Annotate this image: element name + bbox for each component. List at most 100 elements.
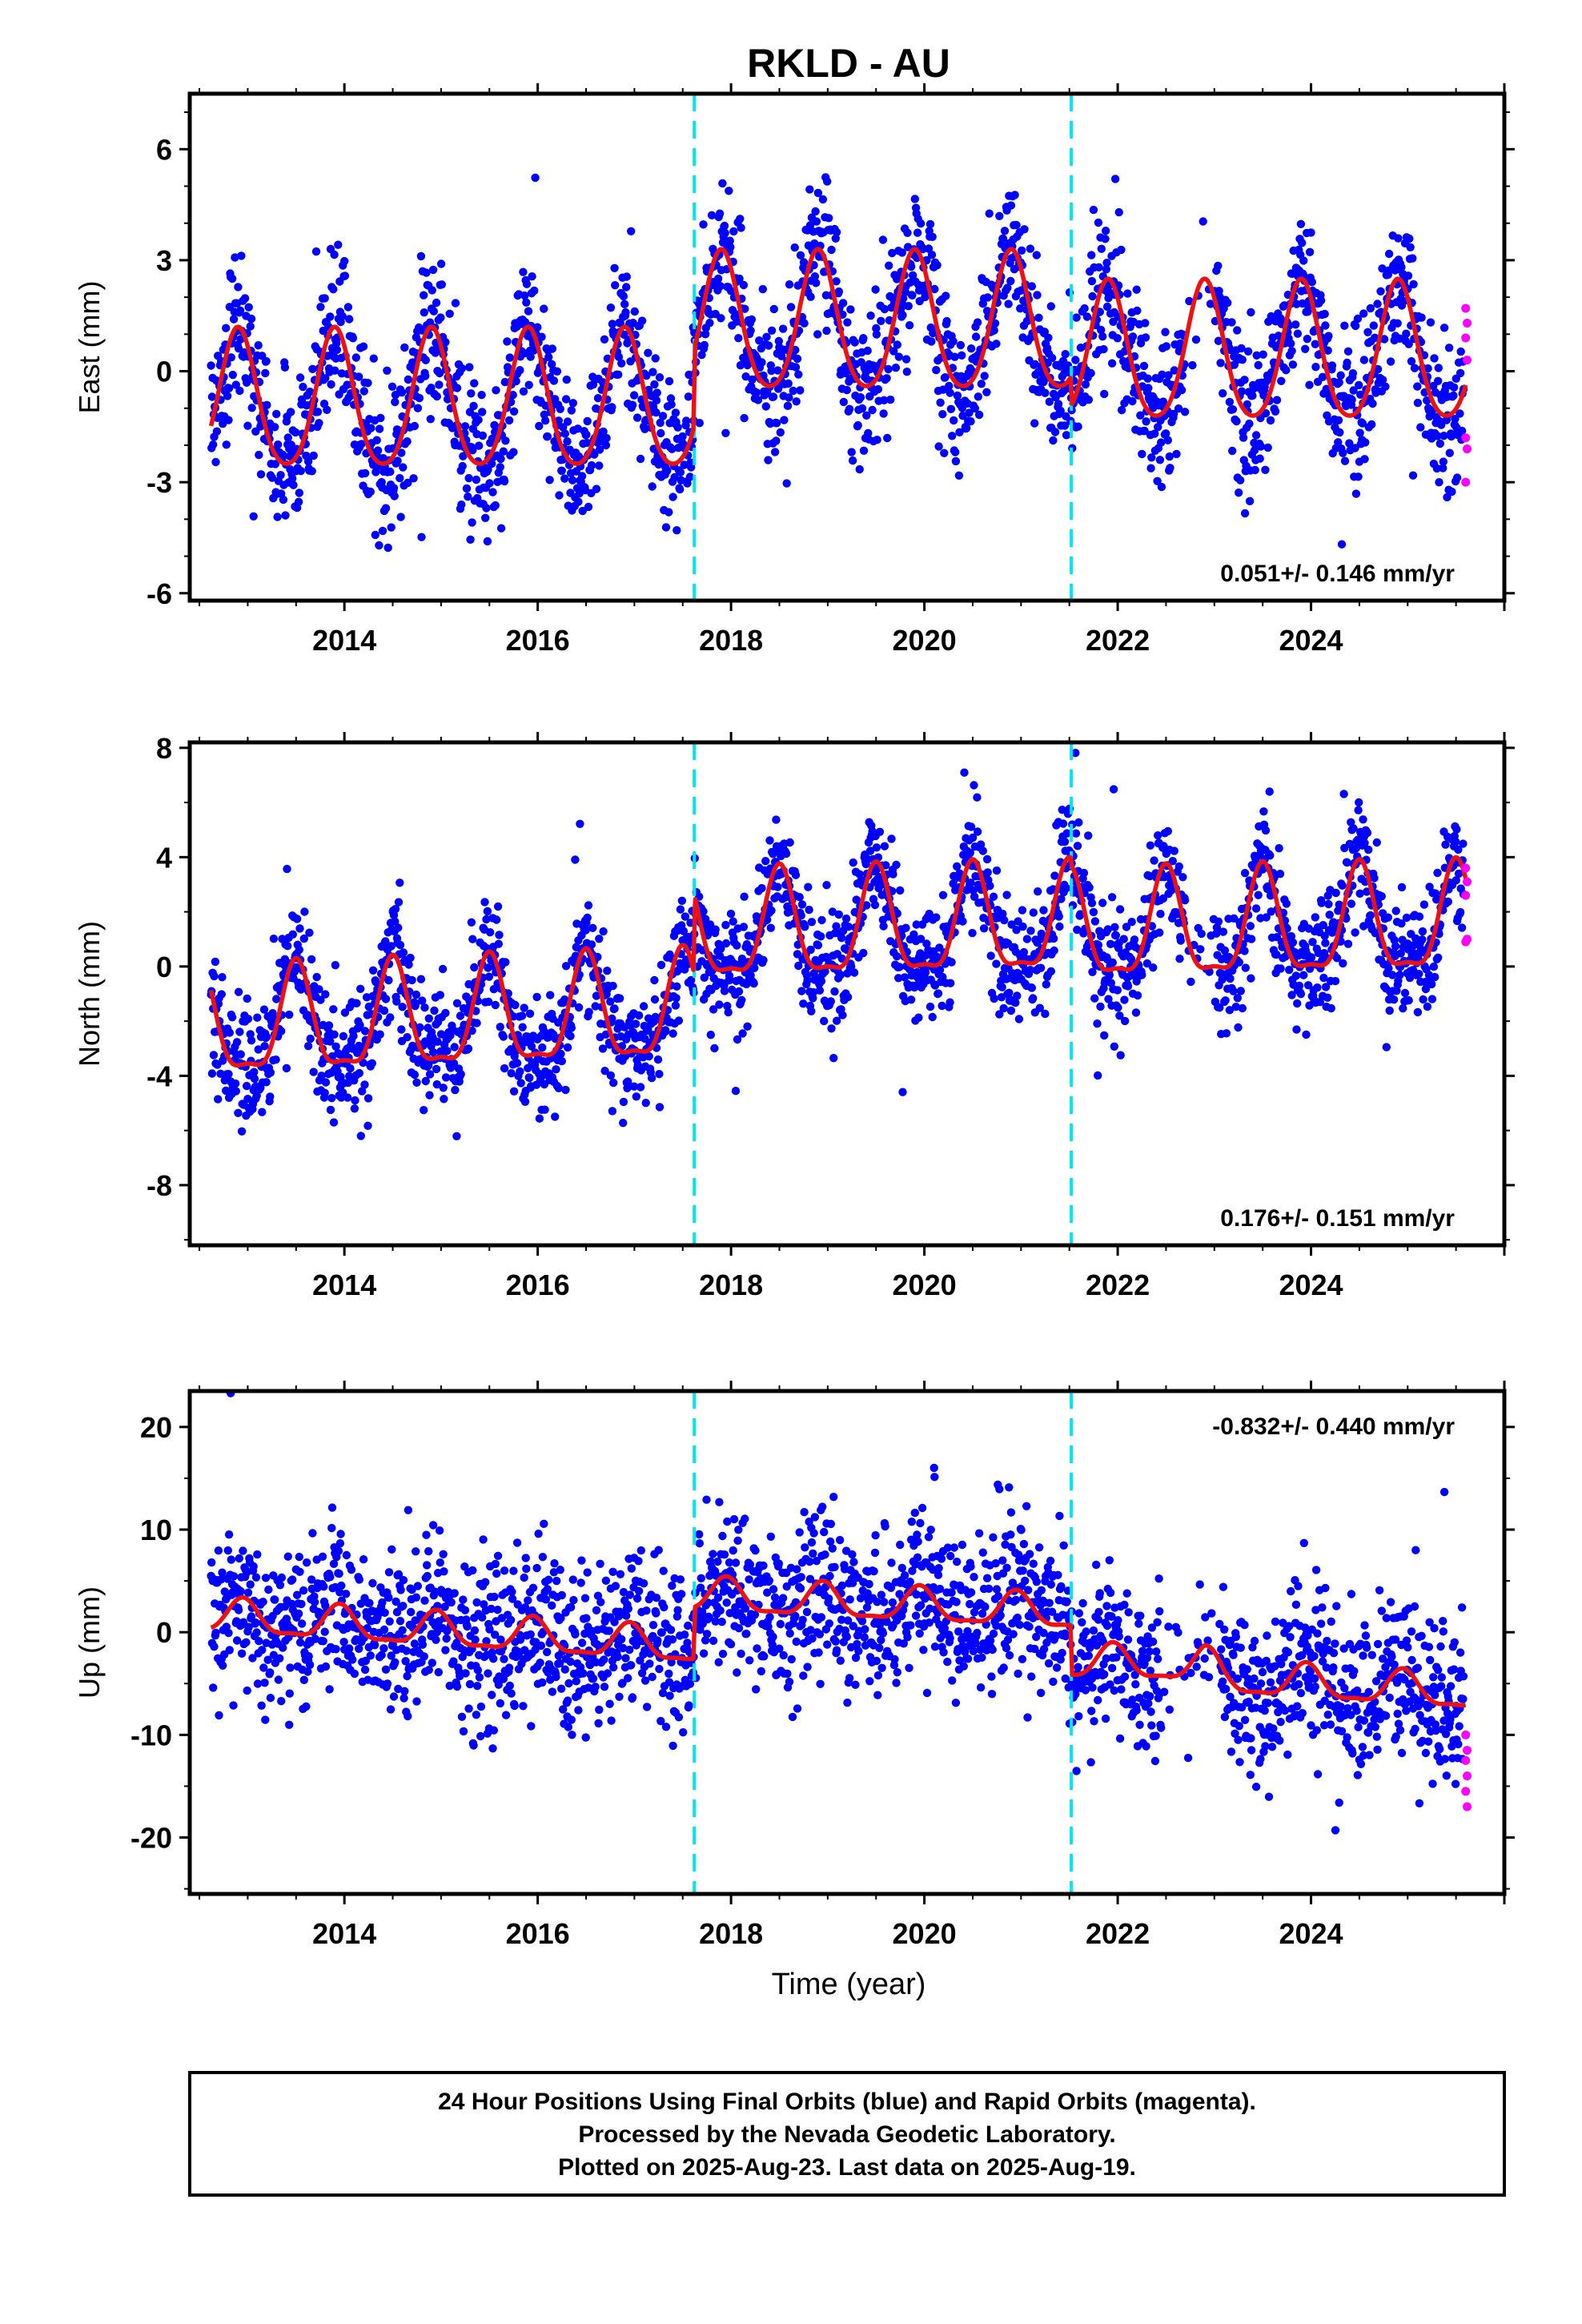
east-final-point — [249, 512, 258, 521]
east-final-point — [1266, 416, 1275, 425]
east-final-point — [1147, 453, 1156, 462]
east-final-point — [859, 334, 868, 343]
east-final-point — [500, 377, 509, 387]
east-final-point — [548, 360, 556, 368]
north-final-point — [1215, 1003, 1224, 1012]
north-final-point — [1240, 869, 1250, 878]
east-final-point — [561, 395, 571, 404]
up-final-point — [257, 1701, 266, 1710]
east-final-point — [355, 372, 363, 381]
north-final-point — [634, 1011, 644, 1020]
east-final-point — [785, 280, 794, 289]
east-final-point — [850, 338, 859, 347]
north-final-point — [309, 1068, 318, 1076]
north-final-point — [1459, 839, 1468, 848]
north-final-point — [384, 975, 393, 985]
east-final-point — [428, 265, 438, 275]
east-final-point — [357, 440, 366, 448]
east-final-point — [831, 234, 841, 243]
east-final-point — [1307, 228, 1315, 237]
north-final-point — [1011, 998, 1020, 1007]
north-final-point — [1314, 948, 1323, 958]
east-final-point — [1378, 376, 1387, 384]
north-final-point — [351, 1096, 359, 1105]
east-final-point — [648, 482, 656, 491]
east-final-point — [755, 336, 764, 345]
up-final-point — [225, 1646, 234, 1655]
east-final-point — [1128, 396, 1137, 406]
east-final-point — [1367, 420, 1376, 429]
north-final-point — [978, 846, 988, 855]
north-final-point — [326, 1037, 335, 1046]
east-final-point — [880, 396, 889, 404]
east-final-point — [632, 413, 642, 422]
north-final-point — [312, 972, 321, 982]
north-final-orbit-points — [207, 749, 1468, 1141]
north-final-point — [1296, 990, 1306, 999]
north-final-point — [441, 1073, 451, 1082]
east-final-point — [1004, 300, 1013, 308]
north-final-point — [266, 1068, 275, 1077]
east-final-point — [263, 400, 271, 409]
east-final-point — [512, 376, 520, 386]
east-final-point — [1100, 389, 1109, 399]
east-final-point — [451, 299, 460, 308]
east-final-point — [1293, 329, 1303, 338]
north-final-point — [271, 1055, 280, 1064]
east-final-point — [1060, 421, 1070, 430]
north-final-point — [1088, 967, 1097, 977]
north-final-point — [358, 1087, 367, 1096]
north-final-point — [396, 879, 404, 887]
north-final-point — [467, 918, 476, 927]
east-final-point — [409, 474, 418, 483]
east-final-point — [459, 452, 468, 460]
east-final-point — [621, 308, 630, 317]
east-final-point — [1027, 282, 1037, 291]
east-final-point — [776, 428, 785, 437]
north-final-point — [901, 923, 910, 932]
east-final-point — [543, 432, 552, 441]
north-final-point — [960, 768, 969, 777]
east-final-point — [648, 368, 657, 376]
east-final-point — [1117, 245, 1126, 255]
east-final-point — [671, 408, 681, 417]
east-final-point — [1373, 364, 1383, 374]
north-final-point — [403, 1033, 412, 1042]
east-final-point — [767, 326, 777, 335]
north-final-point — [650, 995, 660, 1004]
north-final-point — [224, 1070, 233, 1079]
east-final-point — [1088, 292, 1097, 301]
north-final-point — [1018, 906, 1027, 915]
east-rapid-point — [1463, 318, 1472, 328]
north-final-point — [1076, 910, 1085, 919]
north-final-point — [468, 935, 477, 943]
east-final-point — [283, 433, 292, 442]
north-final-point — [237, 1127, 247, 1136]
east-final-point — [720, 221, 729, 231]
east-final-point — [1347, 395, 1356, 404]
up-final-point — [237, 1649, 247, 1658]
east-final-point — [667, 400, 676, 409]
north-final-point — [1026, 927, 1035, 935]
north-final-point — [894, 974, 903, 983]
east-final-point — [1123, 289, 1132, 298]
east-final-point — [305, 388, 315, 396]
north-final-point — [391, 904, 400, 914]
east-final-point — [1447, 487, 1456, 497]
north-final-point — [1050, 871, 1059, 880]
north-final-point — [938, 1001, 946, 1011]
north-final-point — [561, 1085, 570, 1095]
north-final-point — [1349, 824, 1358, 833]
north-final-point — [1235, 958, 1244, 967]
north-final-point — [1413, 1007, 1423, 1017]
north-final-point — [1339, 959, 1347, 968]
east-final-point — [504, 416, 514, 425]
east-final-point — [628, 400, 637, 409]
east-final-point — [699, 220, 708, 229]
east-final-point — [778, 324, 788, 333]
east-final-point — [930, 284, 939, 294]
north-final-point — [525, 1009, 535, 1019]
north-final-point — [591, 1002, 600, 1011]
north-final-point — [360, 1080, 369, 1089]
east-final-point — [1003, 283, 1012, 292]
